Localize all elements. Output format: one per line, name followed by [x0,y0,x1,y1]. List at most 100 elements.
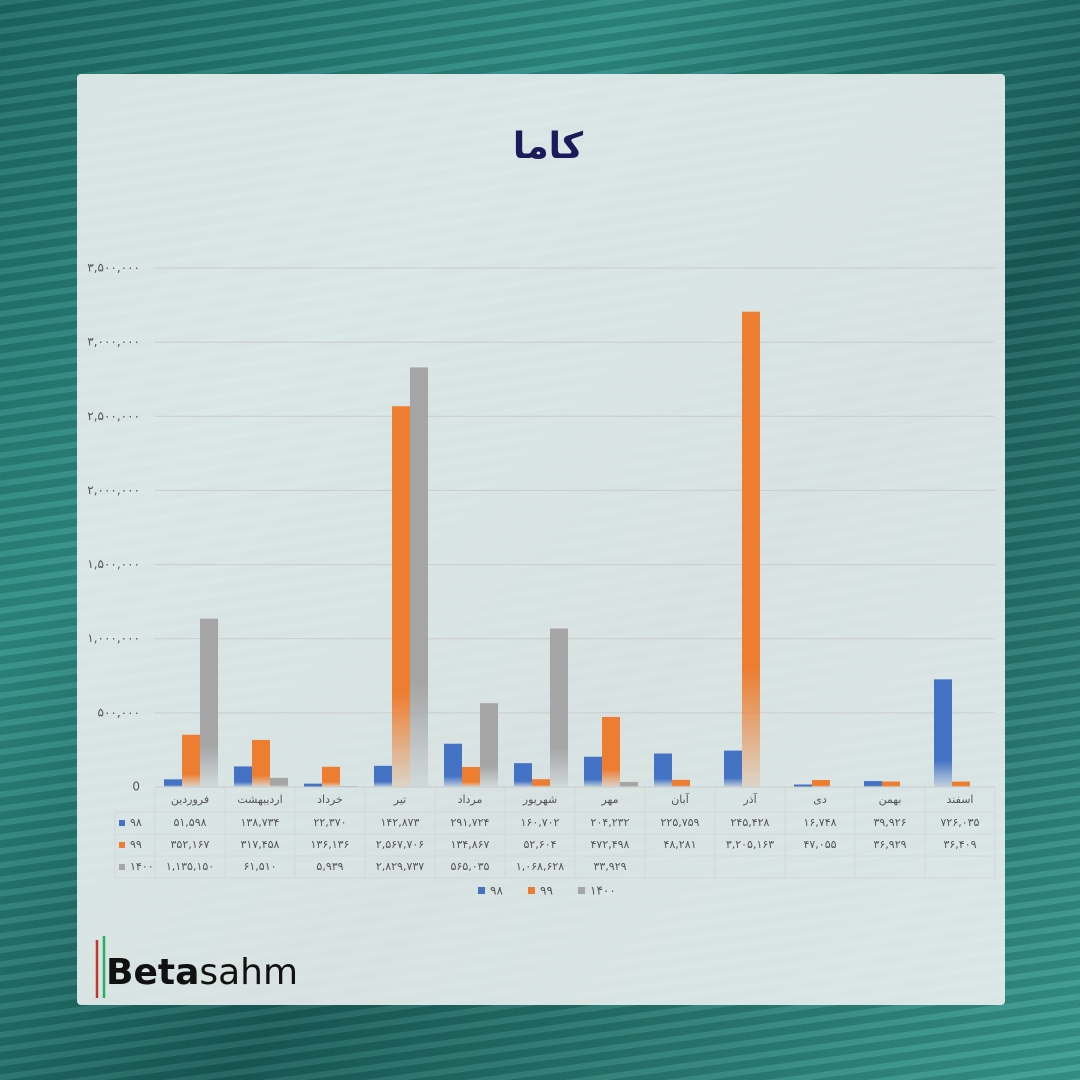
panel [77,74,1005,1005]
bar [882,781,900,787]
data-label: ۵۲,۶۰۴ [523,838,556,851]
legend-swatch [478,887,485,894]
bar [952,781,970,787]
data-label: ۳۱۷,۴۵۸ [241,838,280,851]
data-label: ۱,۰۶۸,۶۲۸ [516,860,564,873]
data-label: ۳۳,۹۲۹ [593,860,626,873]
bar [934,679,952,787]
data-label: ۱۳۴,۸۶۷ [451,838,490,851]
data-label: ۳۹,۹۲۶ [873,816,906,829]
data-label: ۳۶,۴۰۹ [943,838,976,851]
data-label: ۲۰۴,۲۳۲ [591,816,630,829]
data-label: ۳,۲۰۵,۱۶۳ [726,838,774,851]
bar [304,783,322,787]
data-label: ۶۱,۵۱۰ [243,860,276,873]
bar [514,763,532,787]
y-tick-label: ۳,۰۰۰,۰۰۰ [87,335,140,349]
legend-swatch [119,864,125,870]
data-label: ۱۳۸,۷۳۴ [241,816,280,829]
x-tick-label: آذر [742,792,757,806]
x-tick-label: دی [813,793,827,806]
data-label: ۵۶۵,۰۳۵ [451,860,490,873]
data-label: ۲۹۱,۷۲۴ [451,816,490,829]
y-tick-label: ۲,۵۰۰,۰۰۰ [87,409,140,423]
legend-swatch [578,887,585,894]
chart-title: کاما [513,126,583,167]
bar [410,367,428,787]
data-label: ۲,۸۲۹,۷۳۷ [376,860,424,873]
row-header: ۹۹ [130,838,142,851]
bar [672,779,690,787]
bar [252,739,270,787]
x-tick-label: بهمن [879,793,902,806]
x-tick-label: اردیبهشت [237,793,282,806]
data-label: ۱۴۲,۸۷۳ [381,816,420,829]
row-header: ۹۸ [130,816,142,829]
bar [200,618,218,787]
data-label: ۱,۱۳۵,۱۵۰ [166,860,214,873]
bar [864,781,882,787]
data-label: ۳۶,۹۲۹ [873,838,906,851]
y-tick-label: ۱,۵۰۰,۰۰۰ [87,557,140,571]
bar [742,311,760,787]
x-tick-label: شهریور [522,793,557,806]
y-tick-label: ۱,۰۰۰,۰۰۰ [87,631,140,645]
x-tick-label: آبان [671,792,689,806]
bar [444,743,462,787]
data-label: ۲۲,۳۷۰ [313,816,346,829]
bar [550,628,568,787]
legend-swatch [528,887,535,894]
bar [602,716,620,787]
logo-regular: sahm [199,952,298,993]
legend-label: ۱۴۰۰ [590,884,616,898]
x-tick-label: فروردین [171,793,209,806]
x-tick-label: خرداد [317,793,343,806]
y-tick-label: ۵۰۰,۰۰۰ [98,705,141,719]
data-label: ۴۸,۲۸۱ [663,838,696,851]
legend-swatch [119,842,125,848]
data-label: ۲۴۵,۴۲۸ [731,816,770,829]
data-label: ۱۳۶,۱۳۶ [311,838,350,851]
x-tick-label: تیر [393,793,406,806]
y-tick-label: ۲,۰۰۰,۰۰۰ [87,483,140,497]
y-tick-label: ۳,۵۰۰,۰۰۰ [87,261,140,275]
bar [392,406,410,787]
bar [270,777,288,787]
x-tick-label: مهر [600,793,618,806]
x-tick-label: اسفند [947,793,974,806]
bar [620,781,638,787]
bar [234,766,252,787]
data-label: ۷۲۶,۰۳۵ [941,816,980,829]
logo: Betasahm [95,936,298,998]
bar [654,753,672,787]
data-label: ۵,۹۳۹ [316,860,343,873]
data-label: ۲,۵۶۷,۷۰۶ [376,838,424,851]
legend-label: ۹۸ [490,884,503,898]
bar [182,734,200,787]
bar [794,784,812,787]
data-label: ۴۷۲,۴۹۸ [591,838,630,851]
bar [462,767,480,787]
logo-text: Betasahm [106,952,298,993]
bar [164,779,182,787]
y-tick-label: 0 [132,780,140,794]
bar [532,779,550,787]
x-tick-label: مرداد [458,793,483,806]
data-label: ۴۷,۰۵۵ [803,838,836,851]
data-label: ۱۶,۷۴۸ [803,816,836,829]
bar [374,765,392,787]
bar [584,756,602,787]
bar [480,703,498,787]
data-label: ۱۶۰,۷۰۲ [521,816,560,829]
bar [322,766,340,787]
legend-swatch [119,820,125,826]
data-label: ۳۵۲,۱۶۷ [171,838,210,851]
bar [724,750,742,787]
data-label: ۵۱,۵۹۸ [173,816,206,829]
legend-label: ۹۹ [540,884,553,898]
bar [812,780,830,787]
data-label: ۲۲۵,۷۵۹ [661,816,700,829]
row-header: ۱۴۰۰ [130,860,154,873]
